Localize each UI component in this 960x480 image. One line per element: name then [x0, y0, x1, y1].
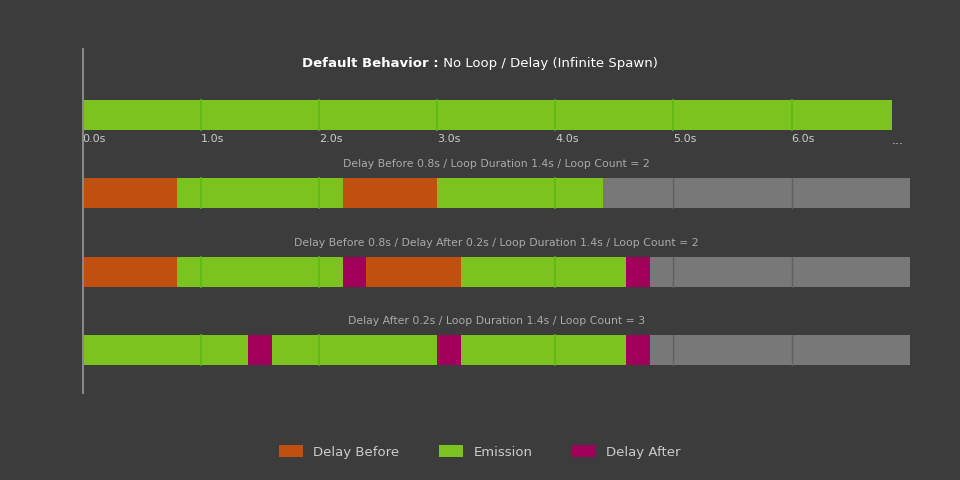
Text: 4.0s: 4.0s: [555, 133, 579, 144]
Bar: [178, 179, 343, 208]
Text: Delay Before 0.8s / Delay After 0.2s / Loop Duration 1.4s / Loop Count = 2: Delay Before 0.8s / Delay After 0.2s / L…: [294, 238, 699, 248]
Text: ...: ...: [892, 133, 904, 146]
Bar: [650, 336, 910, 365]
Bar: [437, 179, 603, 208]
Legend: Delay Before, Emission, Delay After: Delay Before, Emission, Delay After: [274, 440, 686, 464]
Bar: [83, 257, 178, 287]
Bar: [272, 336, 437, 365]
Text: 6.0s: 6.0s: [792, 133, 815, 144]
Text: 2.0s: 2.0s: [319, 133, 343, 144]
Text: 0.0s: 0.0s: [83, 133, 107, 144]
Bar: [343, 179, 437, 208]
Bar: [367, 257, 461, 287]
Bar: [626, 257, 650, 287]
Bar: [603, 179, 910, 208]
Text: Default Behavior :: Default Behavior :: [302, 57, 439, 70]
Text: Delay After 0.2s / Loop Duration 1.4s / Loop Count = 3: Delay After 0.2s / Loop Duration 1.4s / …: [348, 316, 645, 326]
Bar: [461, 257, 626, 287]
Bar: [626, 336, 650, 365]
Bar: [461, 336, 626, 365]
Bar: [83, 100, 892, 130]
Text: Delay Before 0.8s / Loop Duration 1.4s / Loop Count = 2: Delay Before 0.8s / Loop Duration 1.4s /…: [343, 159, 650, 169]
Bar: [83, 179, 178, 208]
Bar: [437, 336, 461, 365]
Bar: [248, 336, 272, 365]
Text: 1.0s: 1.0s: [201, 133, 225, 144]
Bar: [650, 257, 910, 287]
Text: No Loop / Delay (Infinite Spawn): No Loop / Delay (Infinite Spawn): [439, 57, 658, 70]
Bar: [343, 257, 367, 287]
Bar: [178, 257, 343, 287]
Text: 5.0s: 5.0s: [674, 133, 697, 144]
Bar: [83, 336, 248, 365]
Text: 3.0s: 3.0s: [437, 133, 461, 144]
